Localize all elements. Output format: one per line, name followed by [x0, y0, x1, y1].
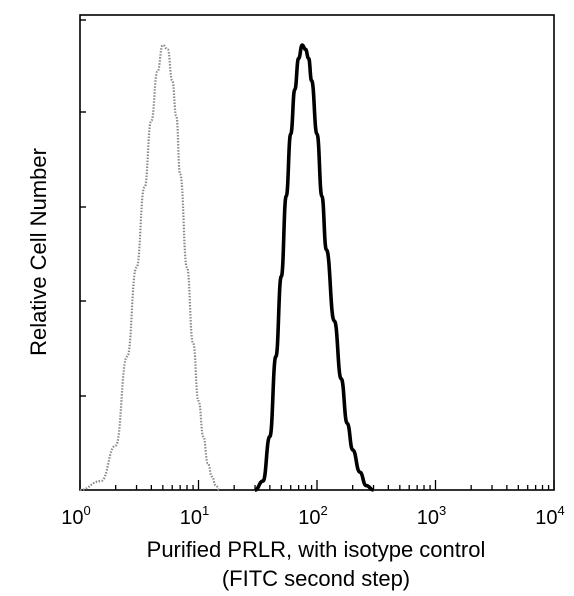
histogram-series: [79, 43, 374, 492]
x-tick-label-base: 10: [535, 507, 557, 529]
x-tick-label-exponent: 2: [321, 503, 328, 518]
x-tick-label: 102: [298, 503, 327, 529]
x-axis-tick-labels: 100 101 102 103 104: [61, 503, 564, 529]
y-axis-title: Relative Cell Number: [26, 148, 51, 356]
x-tick-label-base: 10: [417, 507, 439, 529]
x-tick-label-base: 10: [61, 507, 83, 529]
x-axis-title-line1: Purified PRLR, with isotype control: [147, 537, 486, 562]
series-curve-1: [79, 43, 220, 492]
x-tick-label-exponent: 3: [439, 503, 446, 518]
x-tick-label-base: 10: [298, 507, 320, 529]
x-tick-label-base: 10: [180, 507, 202, 529]
x-tick-label: 101: [180, 503, 209, 529]
plot-frame: [79, 14, 555, 491]
x-tick-label-exponent: 1: [202, 503, 209, 518]
x-tick-label-exponent: 4: [558, 503, 565, 518]
x-tick-label: 103: [417, 503, 446, 529]
x-axis-ticks: [79, 480, 555, 490]
x-tick-label: 100: [61, 503, 90, 529]
series-curve-2: [254, 43, 374, 492]
y-axis-ticks: [80, 19, 86, 491]
x-tick-label: 104: [535, 503, 564, 529]
x-tick-label-exponent: 0: [84, 503, 91, 518]
x-axis-title-line2: (FITC second step): [222, 566, 410, 591]
